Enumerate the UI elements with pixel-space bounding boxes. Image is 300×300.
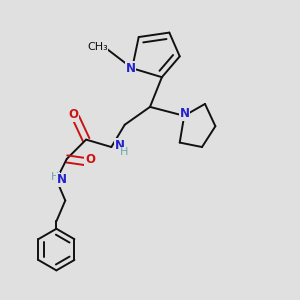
Text: O: O xyxy=(85,153,95,166)
Text: N: N xyxy=(56,173,66,186)
Text: N: N xyxy=(115,139,125,152)
Text: H: H xyxy=(120,147,128,157)
Text: CH₃: CH₃ xyxy=(87,43,108,52)
Text: N: N xyxy=(180,107,190,120)
Text: N: N xyxy=(126,62,136,75)
Text: H: H xyxy=(51,172,59,182)
Text: O: O xyxy=(68,108,78,122)
